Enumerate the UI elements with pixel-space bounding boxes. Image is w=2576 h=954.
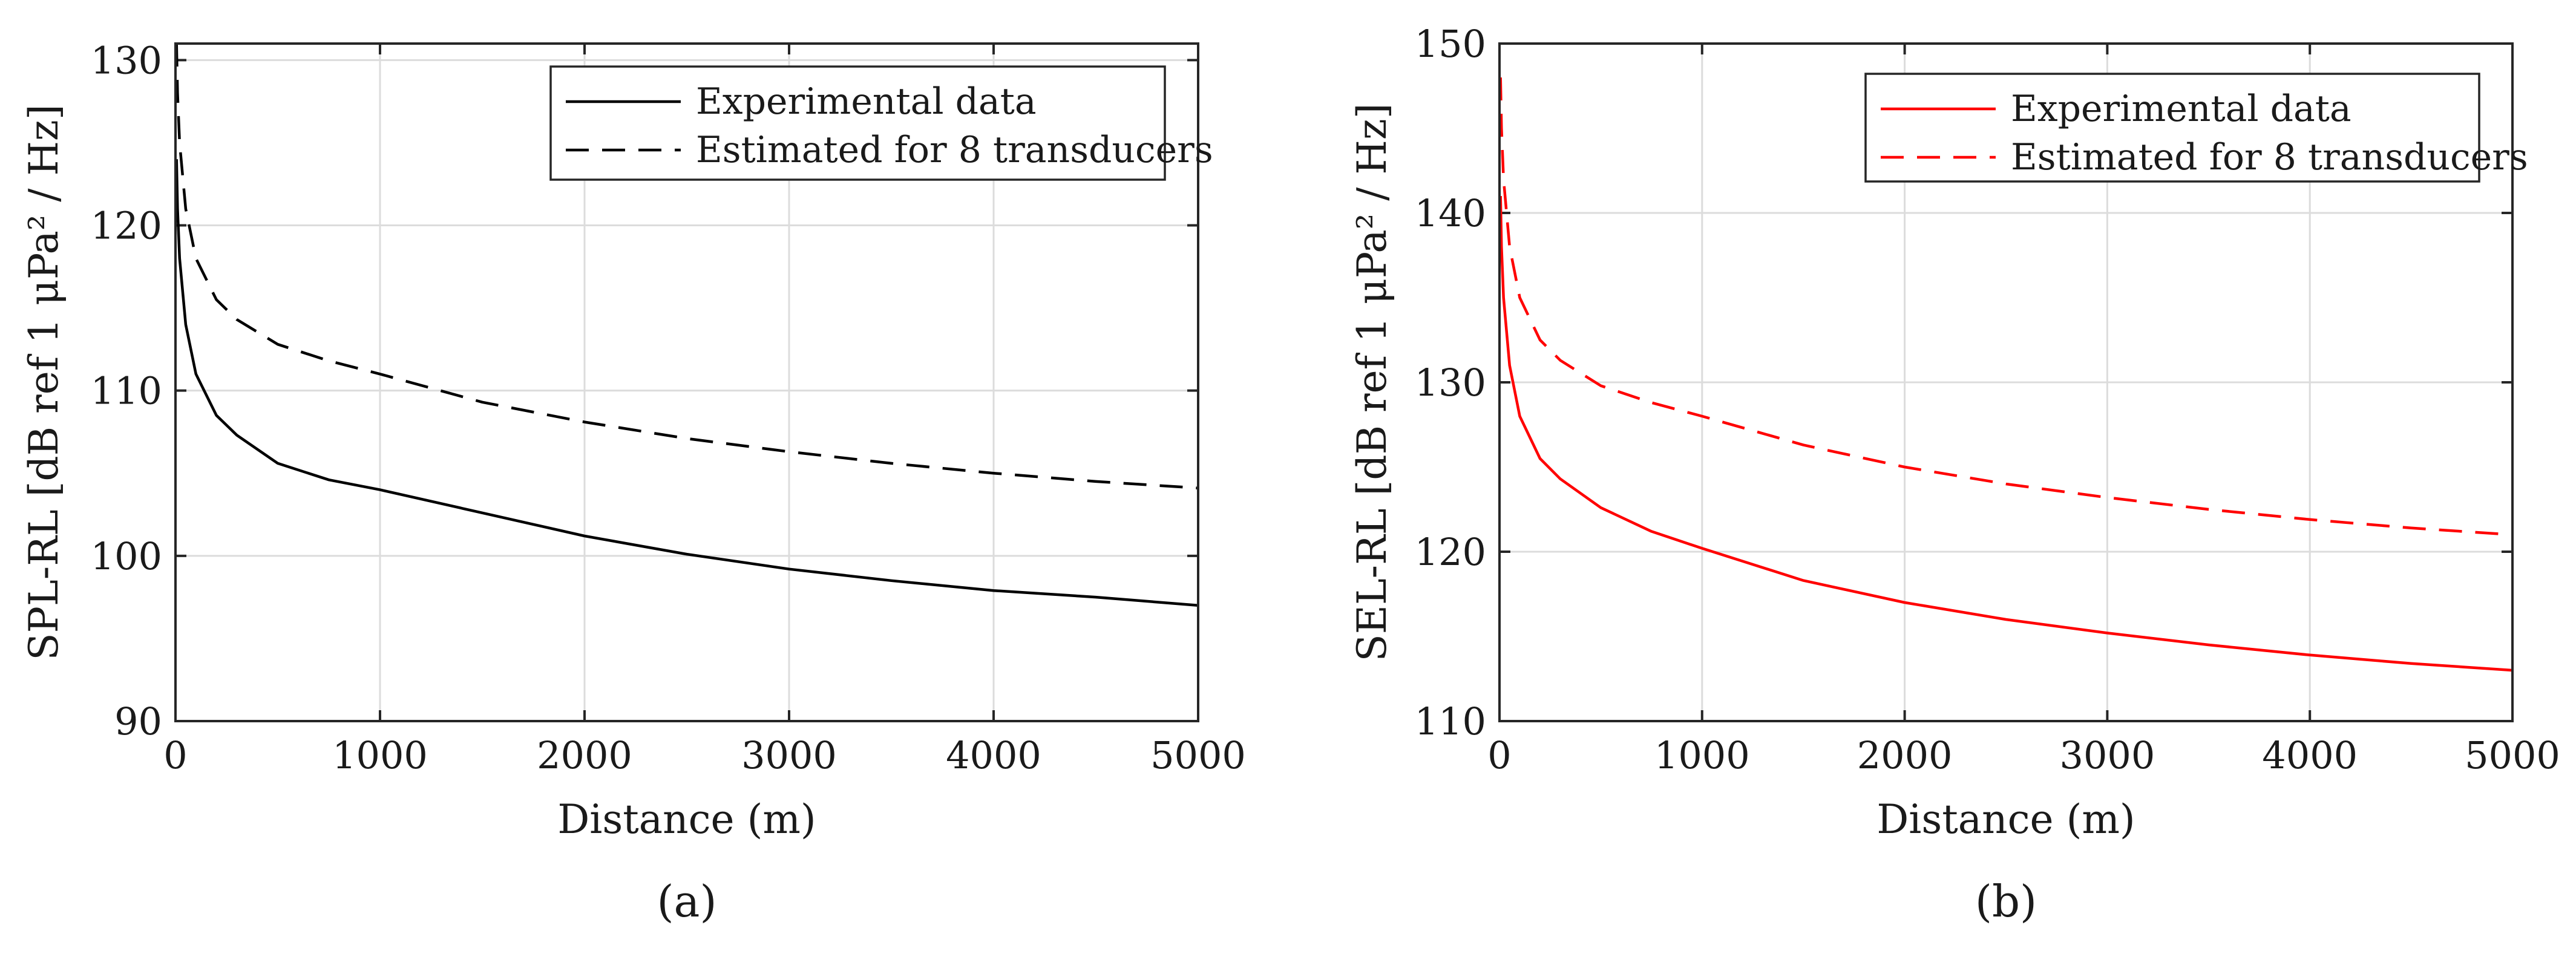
x-tick-label: 2000 [1857,733,1953,777]
legend-box [1864,73,2480,183]
y-tick-label: 110 [1415,699,1486,743]
plot-frame [1498,42,2514,722]
x-tick-label: 4000 [2262,733,2358,777]
series-line-estimated [175,44,1198,490]
panel-label: (b) [1975,876,2037,927]
y-tick-label: 110 [91,369,162,413]
legend-label-2: Estimated for 8 transducers [696,129,1213,171]
y-tick-label: 150 [1415,22,1486,66]
panel-label: (a) [657,876,716,927]
x-tick-label: 5000 [2465,733,2560,777]
y-tick-label: 120 [91,203,162,247]
x-tick-label: 3000 [741,733,837,777]
series-line-estimated [1499,77,2512,537]
legend-box [549,65,1166,181]
chart-panel-2: 0 1000 2000 3000 4000 5000 110 120 130 140 150 Expe… [1349,22,2560,927]
x-tick-label: 0 [1487,733,1511,777]
chart-panel-1: 0 1000 2000 3000 4000 5000 90 100 110 120 130 Exper… [21,38,1246,927]
plot-frame [174,42,1199,722]
x-tick-label: 5000 [1150,733,1246,777]
y-tick-label: 130 [91,38,162,82]
x-tick-label: 1000 [1654,733,1750,777]
y-tick-label: 120 [1415,530,1486,574]
legend-label-2: Estimated for 8 transducers [2011,136,2528,178]
legend: Experimental data Estimated for 8 transdu… [1864,73,2528,183]
y-tick-label: 90 [114,699,162,743]
x-axis-label: Distance (m) [1876,796,2135,843]
x-tick-label: 4000 [946,733,1041,777]
x-axis-label: Distance (m) [557,796,816,843]
y-tick-label: 100 [91,534,162,578]
legend-label-1: Experimental data [696,80,1037,123]
y-tick-label: 140 [1415,191,1486,235]
legend-label-1: Experimental data [2011,88,2352,130]
x-tick-label: 3000 [2060,733,2155,777]
x-tick-label: 2000 [537,733,632,777]
y-tick-label: 130 [1415,361,1486,405]
series-line-experimental [175,159,1198,607]
x-tick-label: 0 [163,733,187,777]
legend: Experimental data Estimated for 8 transdu… [549,65,1213,181]
x-tick-label: 1000 [332,733,428,777]
y-axis-label: SEL-RL [dB ref 1 μPa² / Hz] [1349,103,1395,662]
y-axis-label: SPL-RL [dB ref 1 μPa² / Hz] [21,104,67,660]
series-line-experimental [1499,195,2512,672]
